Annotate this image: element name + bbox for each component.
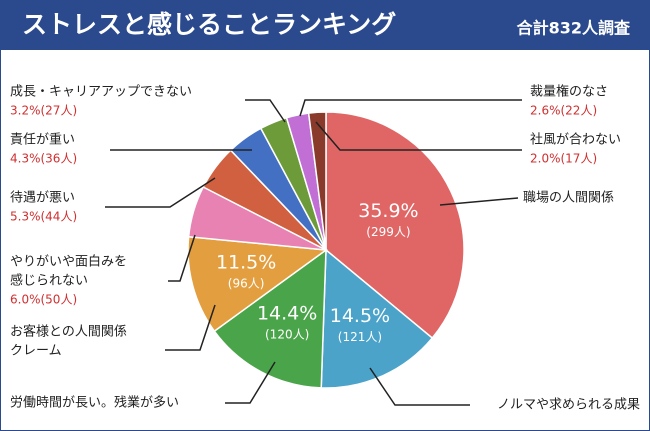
category-label: ノルマや求められる成果 (497, 398, 640, 413)
pie-slice (320, 248, 434, 389)
leader-line (105, 177, 216, 208)
leader-line (369, 367, 470, 406)
value-label: (299人) (366, 225, 410, 239)
leader-line (165, 304, 216, 351)
header (0, 0, 650, 50)
pie-slice (213, 248, 327, 389)
category-label: 成長・キャリアアップできない (10, 85, 192, 100)
category-label: 労働時間が長い。残業が多い (10, 395, 179, 411)
leader-line (315, 121, 522, 151)
category-label: やりがいや面白みを (10, 254, 127, 270)
value-label: 14.5% (330, 305, 390, 327)
category-label: 感じられない (10, 273, 88, 289)
category-label: お客様との人間関係 (10, 324, 127, 340)
category-label: 待遇が悪い (10, 191, 75, 206)
leader-line (299, 99, 522, 117)
value-label: 5.3%(44人) (10, 210, 77, 224)
leader-line (245, 99, 286, 123)
value-label: 2.0%(17人) (530, 152, 597, 166)
category-label: 責任が重い (10, 132, 75, 148)
value-label: 14.4% (257, 303, 317, 325)
leader-line (225, 361, 276, 404)
pie-slice (325, 111, 465, 340)
value-label: 11.5% (216, 251, 276, 273)
chart-title: ストレスと感じることランキング (22, 10, 396, 39)
category-label: 社風が合わない (530, 132, 621, 148)
value-label: 3.2%(27人) (10, 104, 77, 118)
category-label: 裁量権のなさ (530, 84, 608, 100)
category-label: 職場の人間関係 (523, 191, 614, 206)
value-label: (96人) (228, 276, 265, 290)
value-label: 2.6%(22人) (530, 104, 597, 118)
value-label: 35.9% (358, 200, 418, 222)
pie-slice (187, 235, 329, 333)
value-label: (120人) (265, 328, 309, 342)
leader-line (439, 197, 519, 206)
pie-slice (307, 111, 327, 251)
category-label: クレーム (10, 344, 62, 359)
value-label: 4.3%(36人) (10, 152, 77, 166)
value-label: (121人) (338, 330, 382, 344)
chart-subtitle: 合計832人調査 (517, 19, 630, 38)
value-label: 6.0%(50人) (10, 293, 77, 307)
leader-line (168, 234, 196, 282)
